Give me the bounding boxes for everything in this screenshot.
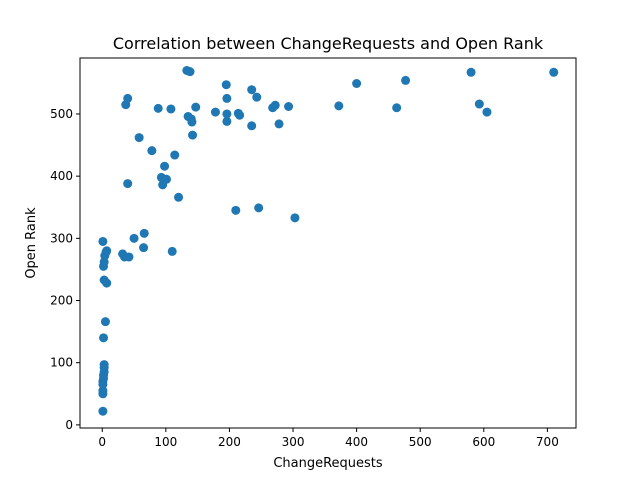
scatter-point bbox=[392, 103, 402, 113]
scatter-point bbox=[174, 192, 184, 202]
scatter-point bbox=[98, 406, 108, 416]
scatter-point bbox=[252, 92, 262, 102]
scatter-point bbox=[167, 246, 177, 256]
scatter-point bbox=[185, 67, 195, 77]
scatter-point bbox=[247, 121, 257, 131]
scatter-point bbox=[134, 133, 144, 143]
scatter-point bbox=[222, 93, 232, 103]
y-tick-label: 0 bbox=[65, 418, 73, 432]
scatter-point bbox=[102, 278, 112, 288]
scatter-point bbox=[401, 75, 411, 85]
scatter-point bbox=[102, 246, 112, 256]
scatter-point bbox=[270, 100, 280, 110]
x-tick-label: 600 bbox=[472, 435, 495, 449]
scatter-point bbox=[139, 243, 149, 253]
x-tick-label: 200 bbox=[218, 435, 241, 449]
scatter-point bbox=[161, 174, 171, 184]
scatter-point bbox=[98, 236, 108, 246]
scatter-point bbox=[98, 386, 108, 396]
scatter-point bbox=[254, 203, 264, 213]
x-tick-label: 100 bbox=[154, 435, 177, 449]
scatter-point bbox=[147, 146, 157, 156]
scatter-point bbox=[139, 228, 149, 238]
scatter-point bbox=[222, 109, 232, 119]
scatter-point bbox=[235, 110, 245, 120]
scatter-point bbox=[274, 119, 284, 129]
scatter-point bbox=[284, 102, 294, 111]
x-tick-label: 0 bbox=[98, 435, 106, 449]
ticks-layer: 0 100 200 300 400 500 600 700 0 100 200 300 400 500 bbox=[50, 107, 559, 449]
plot-frame bbox=[79, 57, 577, 429]
scatter-point bbox=[482, 107, 492, 117]
y-tick-label: 500 bbox=[50, 107, 73, 121]
scatter-point bbox=[334, 101, 344, 111]
scatter-point bbox=[160, 161, 170, 171]
y-tick-label: 300 bbox=[50, 231, 73, 245]
y-axis-label: Open Rank bbox=[24, 207, 39, 279]
scatter-point bbox=[352, 79, 362, 88]
x-tick-label: 300 bbox=[282, 435, 305, 449]
y-tick-label: 200 bbox=[50, 294, 73, 308]
scatter-point bbox=[99, 333, 109, 343]
scatter-point bbox=[124, 252, 134, 262]
scatter-point bbox=[290, 213, 300, 223]
scatter-point bbox=[549, 67, 559, 77]
scatter-point bbox=[222, 116, 232, 126]
scatter-point bbox=[153, 103, 163, 113]
scatter-point bbox=[129, 233, 139, 243]
x-axis-label: ChangeRequests bbox=[273, 456, 383, 471]
scatter-point bbox=[123, 179, 133, 189]
scatter-point bbox=[221, 80, 231, 90]
y-tick-label: 100 bbox=[50, 356, 73, 370]
scatter-point bbox=[187, 117, 197, 127]
x-tick-label: 500 bbox=[409, 435, 432, 449]
scatter-point bbox=[474, 99, 484, 109]
y-tick-label: 400 bbox=[50, 169, 73, 183]
scatter-point bbox=[166, 104, 176, 114]
scatter-point bbox=[231, 205, 241, 215]
scatter-point bbox=[191, 102, 201, 112]
x-tick-label: 400 bbox=[345, 435, 368, 449]
scatter-point bbox=[100, 317, 110, 327]
scatter-point bbox=[247, 85, 257, 95]
scatter-point bbox=[466, 67, 476, 77]
scatter-point bbox=[170, 150, 180, 160]
scatter-point bbox=[188, 130, 198, 140]
chart-title: Correlation between ChangeRequests and O… bbox=[113, 34, 544, 53]
points-layer bbox=[98, 65, 559, 416]
scatter-point bbox=[210, 107, 220, 117]
x-tick-label: 700 bbox=[536, 435, 559, 449]
scatter-point bbox=[99, 360, 109, 370]
scatter-point bbox=[123, 93, 133, 103]
